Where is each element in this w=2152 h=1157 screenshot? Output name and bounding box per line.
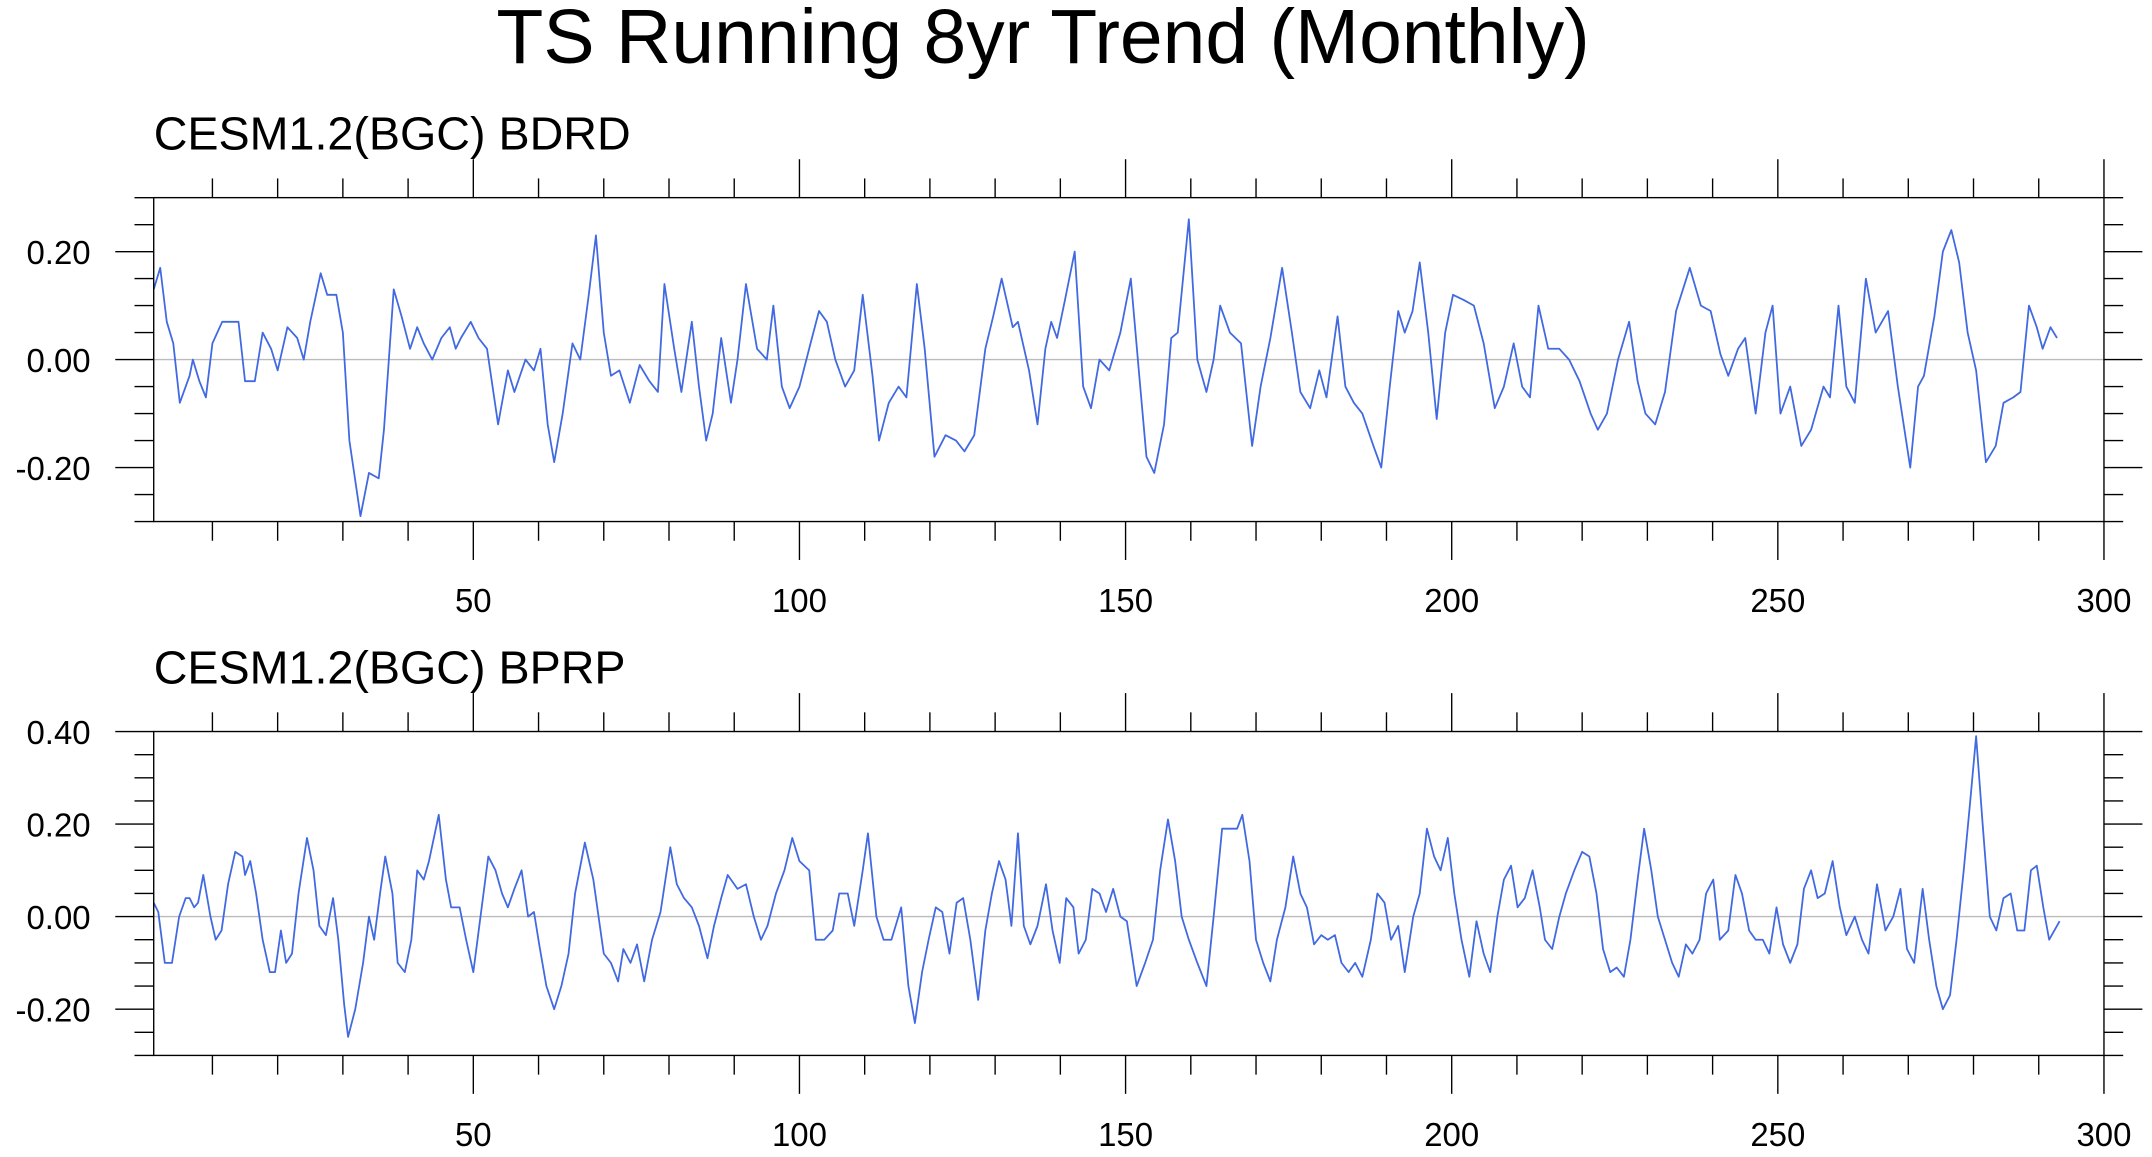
y-tick-label: 0.00 [27,342,91,379]
x-tick-label: 200 [1424,582,1479,619]
y-tick-label: -0.20 [16,992,91,1029]
y-tick-label: 0.20 [27,234,91,271]
x-tick-label: 150 [1098,1116,1153,1153]
x-tick-label: 100 [772,1116,827,1153]
x-tick-label: 300 [2076,582,2131,619]
x-tick-label: 50 [455,1116,492,1153]
x-tick-label: 250 [1750,582,1805,619]
y-tick-label: 0.40 [27,714,91,751]
y-tick-label: 0.00 [27,899,91,936]
x-tick-label: 250 [1750,1116,1805,1153]
data-line [152,735,2061,1038]
panel-title: CESM1.2(BGC) BPRP [154,641,626,693]
y-tick-label: -0.20 [16,450,91,487]
data-line [152,218,2058,518]
x-tick-label: 100 [772,582,827,619]
x-tick-label: 200 [1424,1116,1479,1153]
chart-title: TS Running 8yr Trend (Monthly) [496,0,1589,80]
x-tick-label: 150 [1098,582,1153,619]
plot-frame [153,730,2105,1057]
y-tick-label: 0.20 [27,806,91,843]
x-tick-label: 300 [2076,1116,2131,1153]
x-tick-label: 50 [455,582,492,619]
panel-title: CESM1.2(BGC) BDRD [154,108,631,160]
